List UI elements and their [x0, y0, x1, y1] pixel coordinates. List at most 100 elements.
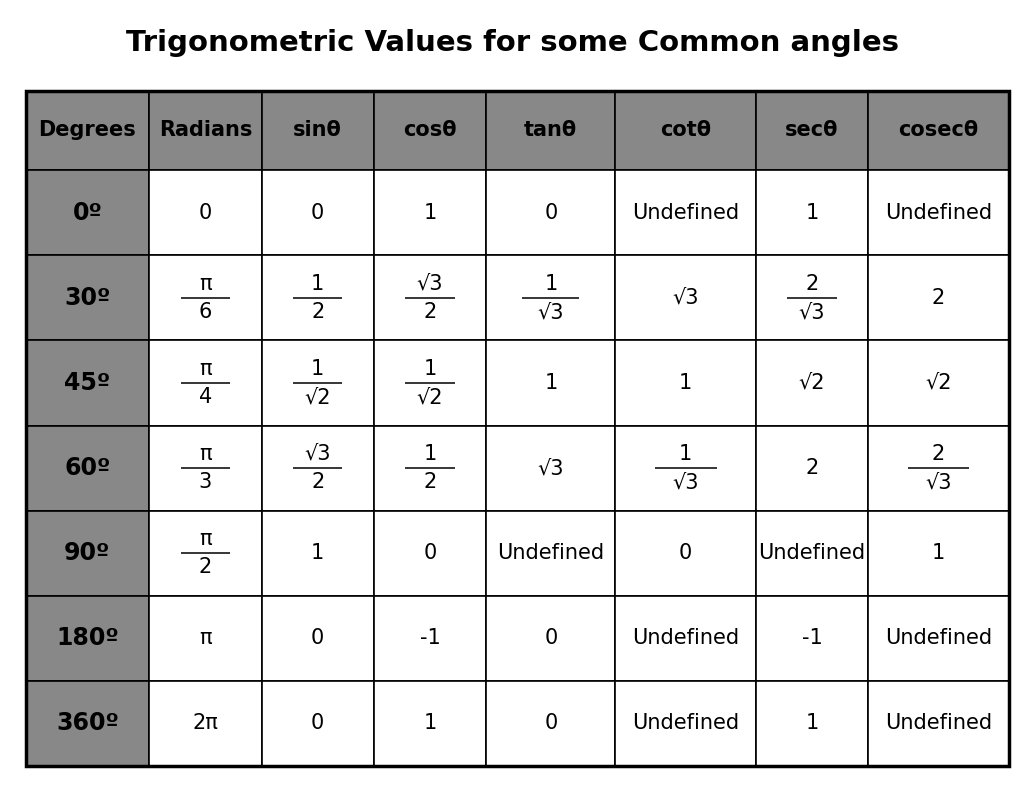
Bar: [615, 91, 756, 170]
Bar: [374, 596, 486, 681]
Bar: [26, 426, 150, 511]
Text: Undefined: Undefined: [498, 543, 604, 563]
Bar: [26, 170, 150, 255]
Text: -1: -1: [420, 628, 440, 649]
Text: cotθ: cotθ: [660, 121, 712, 140]
Bar: [261, 426, 374, 511]
Text: √2: √2: [925, 373, 951, 393]
Bar: [261, 91, 374, 170]
Text: 2: 2: [199, 557, 212, 578]
Text: π: π: [199, 628, 212, 649]
Text: 2: 2: [806, 273, 818, 294]
Bar: [261, 170, 374, 255]
Text: √3: √3: [417, 273, 443, 294]
Bar: [261, 596, 374, 681]
Text: 2: 2: [311, 472, 325, 492]
Text: 0: 0: [544, 203, 557, 223]
Bar: [26, 91, 1009, 766]
Text: 1: 1: [311, 273, 325, 294]
Text: 1: 1: [424, 444, 436, 464]
Text: 0: 0: [311, 713, 325, 734]
Text: Undefined: Undefined: [632, 713, 739, 734]
Text: 1: 1: [424, 713, 436, 734]
Text: √3: √3: [304, 444, 331, 464]
Bar: [486, 255, 615, 340]
Bar: [374, 511, 486, 596]
Text: 45º: 45º: [65, 371, 111, 395]
Bar: [150, 681, 261, 766]
Text: 0: 0: [199, 203, 212, 223]
Text: secθ: secθ: [785, 121, 839, 140]
Bar: [374, 255, 486, 340]
Bar: [615, 340, 756, 426]
Bar: [26, 255, 150, 340]
Text: π: π: [199, 529, 212, 549]
Text: 90º: 90º: [65, 541, 111, 565]
Bar: [261, 255, 374, 340]
Bar: [150, 596, 261, 681]
Bar: [756, 170, 868, 255]
Text: √3: √3: [673, 288, 699, 308]
Text: tanθ: tanθ: [524, 121, 578, 140]
Bar: [756, 596, 868, 681]
Bar: [150, 170, 261, 255]
Bar: [868, 340, 1009, 426]
Text: 0º: 0º: [73, 201, 102, 225]
Bar: [486, 511, 615, 596]
Text: 1: 1: [806, 203, 818, 223]
Text: 2: 2: [932, 288, 945, 308]
Bar: [868, 91, 1009, 170]
Text: Undefined: Undefined: [759, 543, 865, 563]
Text: 0: 0: [544, 628, 557, 649]
Text: 1: 1: [311, 359, 325, 379]
Text: 3: 3: [199, 472, 212, 492]
Text: 0: 0: [544, 713, 557, 734]
Text: 1: 1: [932, 543, 945, 563]
Text: √2: √2: [799, 373, 825, 393]
Bar: [374, 681, 486, 766]
Text: 1: 1: [544, 373, 557, 393]
Text: Undefined: Undefined: [885, 713, 992, 734]
Text: 1: 1: [424, 203, 436, 223]
Bar: [615, 681, 756, 766]
Bar: [615, 511, 756, 596]
Text: 2: 2: [424, 302, 436, 322]
Bar: [261, 681, 374, 766]
Bar: [868, 426, 1009, 511]
Bar: [486, 340, 615, 426]
Text: 0: 0: [424, 543, 436, 563]
Bar: [756, 91, 868, 170]
Bar: [615, 596, 756, 681]
Text: 1: 1: [311, 543, 325, 563]
Bar: [486, 681, 615, 766]
Text: 1: 1: [679, 444, 692, 464]
Text: Degrees: Degrees: [39, 121, 136, 140]
Bar: [26, 91, 150, 170]
Bar: [374, 91, 486, 170]
Bar: [26, 340, 150, 426]
Bar: [868, 681, 1009, 766]
Bar: [868, 170, 1009, 255]
Text: 2π: 2π: [193, 713, 218, 734]
Text: -1: -1: [802, 628, 822, 649]
Bar: [615, 255, 756, 340]
Text: 2: 2: [932, 444, 945, 464]
Bar: [756, 681, 868, 766]
Bar: [756, 426, 868, 511]
Text: π: π: [199, 359, 212, 379]
Text: 1: 1: [806, 713, 818, 734]
Bar: [150, 426, 261, 511]
Text: √3: √3: [925, 472, 951, 492]
Text: 60º: 60º: [65, 456, 111, 480]
Text: π: π: [199, 273, 212, 294]
Bar: [374, 426, 486, 511]
Bar: [486, 596, 615, 681]
Bar: [486, 426, 615, 511]
Bar: [26, 596, 150, 681]
Text: Undefined: Undefined: [885, 203, 992, 223]
Text: Trigonometric Values for some Common angles: Trigonometric Values for some Common ang…: [126, 29, 898, 58]
Text: Undefined: Undefined: [885, 628, 992, 649]
Text: 0: 0: [311, 203, 325, 223]
Text: √2: √2: [417, 387, 443, 407]
Bar: [150, 511, 261, 596]
